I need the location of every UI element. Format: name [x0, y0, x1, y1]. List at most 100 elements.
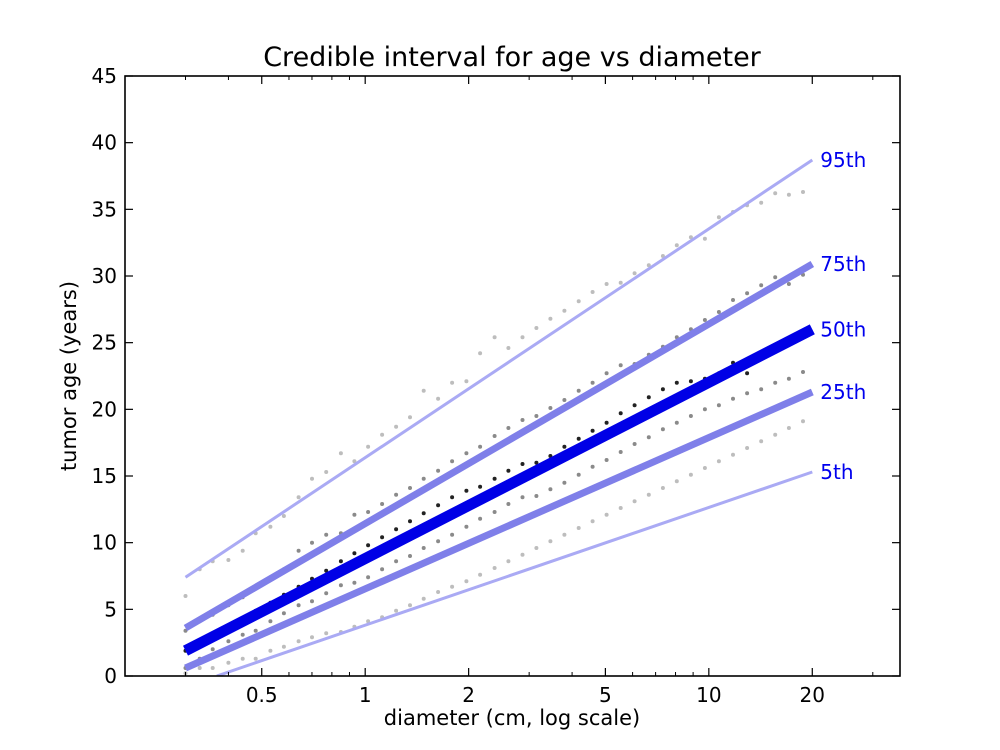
- data-point-95th: [702, 236, 707, 241]
- data-point-95th: [759, 200, 764, 205]
- data-point-5th: [520, 552, 525, 557]
- data-point-50th: [492, 476, 497, 481]
- data-point-25th: [436, 539, 441, 544]
- data-point-5th: [534, 546, 539, 550]
- data-point-25th: [801, 370, 805, 374]
- data-point-75th: [731, 298, 735, 302]
- points-5th: [183, 419, 805, 676]
- series-line-95th: [184, 158, 814, 579]
- data-point-50th: [338, 559, 343, 564]
- data-point-5th: [492, 566, 497, 570]
- data-point-5th: [562, 532, 567, 537]
- data-point-50th: [674, 380, 679, 385]
- data-point-95th: [688, 235, 693, 240]
- data-point-5th: [268, 648, 273, 653]
- data-point-25th: [296, 603, 301, 608]
- x-tick-label: 1: [359, 683, 372, 707]
- data-point-5th: [253, 656, 258, 661]
- data-point-5th: [281, 644, 286, 649]
- series-line-50th: [182, 324, 815, 656]
- data-point-50th: [590, 428, 595, 433]
- data-point-75th: [745, 291, 750, 296]
- data-point-50th: [534, 460, 539, 465]
- data-point-75th: [590, 380, 595, 385]
- data-point-95th: [281, 514, 286, 518]
- points-25th: [183, 370, 805, 670]
- data-point-25th: [366, 575, 371, 580]
- data-point-75th: [324, 532, 329, 537]
- data-point-25th: [478, 516, 483, 521]
- series-line-5th: [216, 470, 813, 676]
- data-point-25th: [534, 494, 539, 498]
- data-point-75th: [534, 414, 539, 418]
- data-point-25th: [310, 599, 314, 604]
- data-point-50th: [436, 503, 441, 508]
- data-point-95th: [632, 271, 637, 276]
- data-point-5th: [590, 519, 595, 524]
- data-point-50th: [632, 403, 637, 408]
- y-tick-label: 35: [92, 197, 117, 221]
- data-point-50th: [324, 568, 329, 573]
- data-point-25th: [520, 495, 525, 500]
- chart-title: Credible interval for age vs diameter: [263, 42, 761, 73]
- data-point-50th: [604, 420, 609, 425]
- data-point-25th: [380, 567, 385, 572]
- data-point-75th: [408, 486, 412, 490]
- data-point-95th: [618, 280, 623, 285]
- data-point-95th: [604, 282, 609, 286]
- points-95th: [183, 190, 805, 598]
- series-label-25th: 25th: [820, 380, 866, 404]
- data-point-95th: [548, 316, 553, 321]
- data-point-5th: [646, 492, 651, 497]
- data-point-50th: [688, 379, 693, 384]
- data-point-75th: [421, 476, 426, 481]
- data-point-95th: [183, 594, 188, 598]
- data-point-75th: [464, 451, 469, 456]
- data-point-25th: [745, 391, 750, 396]
- data-point-75th: [436, 468, 441, 473]
- data-point-5th: [408, 603, 412, 608]
- data-point-25th: [450, 532, 455, 537]
- data-point-95th: [534, 326, 539, 330]
- data-point-50th: [450, 495, 455, 500]
- data-point-25th: [562, 480, 567, 485]
- data-point-25th: [632, 442, 637, 446]
- plot-frame: [124, 75, 901, 677]
- x-tick-label: 0.5: [246, 683, 278, 707]
- data-point-50th: [421, 511, 426, 516]
- data-point-25th: [716, 403, 721, 408]
- x-tick-label: 5: [599, 683, 612, 707]
- y-tick-label: 5: [104, 597, 117, 621]
- data-point-75th: [548, 406, 553, 410]
- data-point-75th: [352, 512, 357, 517]
- data-point-95th: [296, 495, 301, 500]
- data-point-50th: [366, 543, 371, 548]
- data-point-25th: [464, 524, 469, 529]
- data-point-50th: [478, 484, 483, 489]
- data-point-95th: [324, 470, 329, 474]
- data-point-5th: [759, 439, 764, 444]
- data-point-95th: [310, 476, 314, 481]
- data-point-25th: [226, 639, 231, 644]
- data-point-75th: [576, 388, 581, 393]
- y-tick-label: 20: [92, 397, 117, 421]
- data-point-95th: [801, 190, 805, 194]
- y-tick-label: 45: [92, 64, 117, 88]
- data-point-95th: [716, 215, 721, 220]
- data-point-25th: [352, 580, 357, 585]
- data-point-50th: [380, 535, 385, 540]
- data-point-5th: [478, 572, 483, 577]
- data-point-25th: [590, 464, 595, 469]
- data-point-25th: [646, 435, 651, 440]
- data-point-75th: [310, 540, 314, 545]
- data-point-95th: [338, 451, 343, 456]
- data-point-75th: [786, 282, 791, 286]
- data-point-95th: [450, 380, 455, 385]
- data-point-5th: [604, 512, 609, 517]
- data-point-5th: [394, 608, 399, 613]
- data-point-25th: [253, 628, 258, 633]
- data-point-5th: [421, 596, 426, 601]
- data-point-75th: [618, 363, 623, 368]
- data-point-95th: [576, 299, 581, 304]
